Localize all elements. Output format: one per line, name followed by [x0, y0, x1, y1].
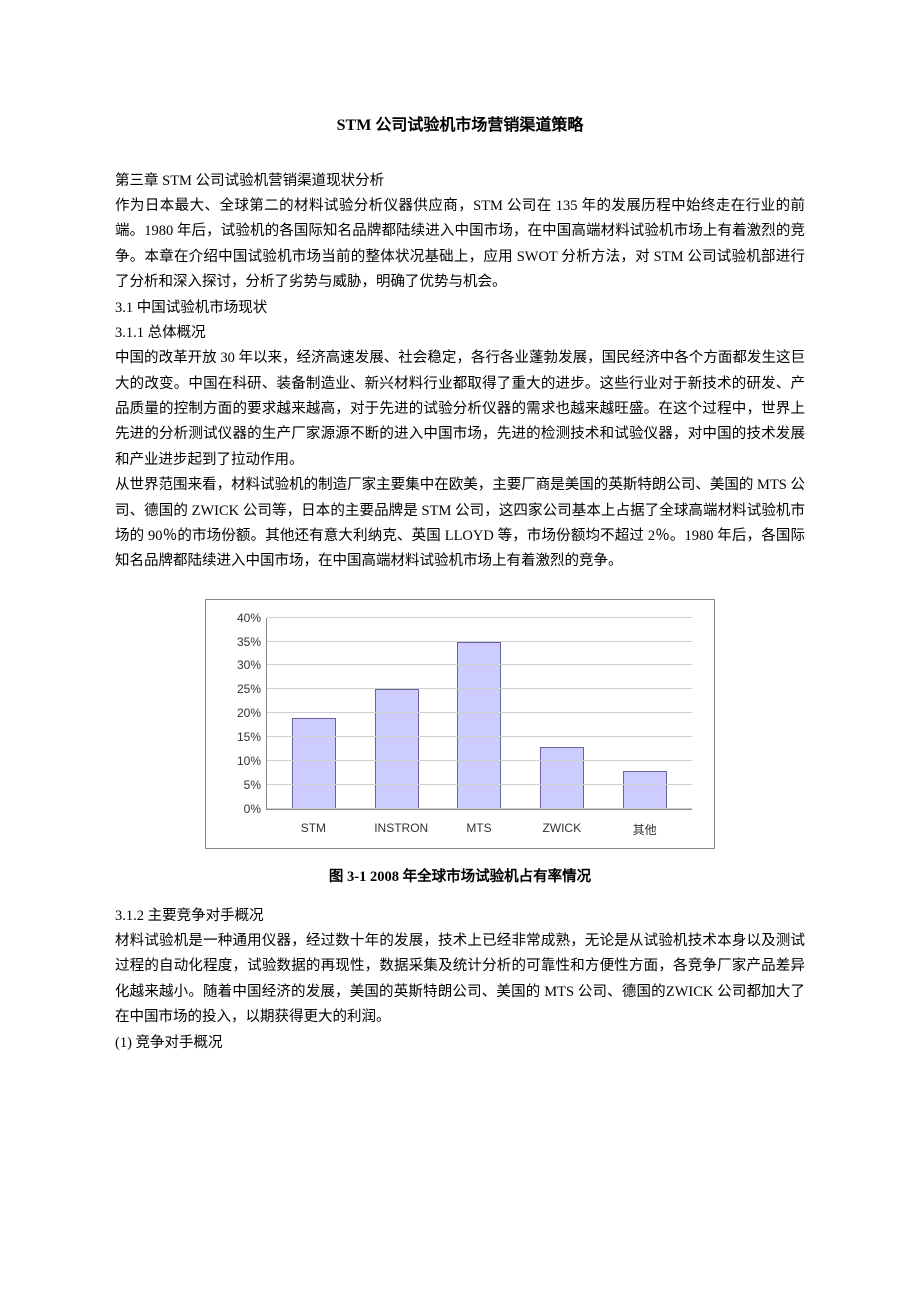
chart-bar	[623, 771, 667, 809]
chart-gridline: 20%	[267, 712, 692, 713]
chart-gridline: 10%	[267, 760, 692, 761]
chart-canvas: 0% 5% 10% 15% 20% 25% 30% 35% 40% STM INSTRON MTS Z…	[205, 599, 715, 849]
intro-paragraph: 作为日本最大、全球第二的材料试验分析仪器供应商，STM 公司在 135 年的发展…	[115, 194, 805, 296]
chart-y-tick-label: 20%	[237, 706, 267, 720]
list-item-1: (1) 竞争对手概况	[115, 1031, 805, 1056]
chart-y-tick-label: 10%	[237, 754, 267, 768]
document-title: STM 公司试验机市场营销渠道策略	[115, 111, 805, 135]
chart-y-tick-label: 35%	[237, 635, 267, 649]
paragraph-3-1-1-a: 中国的改革开放 30 年以来，经济高速发展、社会稳定，各行各业蓬勃发展，国民经济…	[115, 346, 805, 473]
chart-gridline: 5%	[267, 784, 692, 785]
chart-x-tick-label: 其他	[623, 821, 667, 838]
chart-y-tick-label: 25%	[237, 682, 267, 696]
section-3-1-heading: 3.1 中国试验机市场现状	[115, 296, 805, 321]
section-3-1-2-heading: 3.1.2 主要竞争对手概况	[115, 904, 805, 929]
chart-bars-group	[267, 618, 692, 809]
chart-y-tick-label: 40%	[237, 611, 267, 625]
chart-y-tick-label: 5%	[244, 778, 267, 792]
chart-bar	[540, 747, 584, 809]
paragraph-3-1-2-a: 材料试验机是一种通用仪器，经过数十年的发展，技术上已经非常成熟，无论是从试验机技…	[115, 929, 805, 1031]
chapter-3-heading: 第三章 STM 公司试验机营销渠道现状分析	[115, 169, 805, 194]
chart-x-labels: STM INSTRON MTS ZWICK 其他	[266, 821, 692, 838]
chart-y-tick-label: 15%	[237, 730, 267, 744]
chart-x-tick-label: ZWICK	[540, 821, 584, 838]
chart-plot-area: 0% 5% 10% 15% 20% 25% 30% 35% 40%	[266, 618, 692, 810]
chart-y-tick-label: 30%	[237, 658, 267, 672]
chart-bar	[292, 718, 336, 809]
paragraph-3-1-1-b: 从世界范围来看，材料试验机的制造厂家主要集中在欧美，主要厂商是美国的英斯特朗公司…	[115, 473, 805, 575]
section-3-1-1-heading: 3.1.1 总体概况	[115, 321, 805, 346]
chart-gridline: 35%	[267, 641, 692, 642]
chart-gridline: 25%	[267, 688, 692, 689]
chart-gridline: 0%	[267, 808, 692, 809]
chart-gridline: 40%	[267, 617, 692, 618]
chart-x-tick-label: INSTRON	[374, 821, 418, 838]
chart-x-tick-label: MTS	[457, 821, 501, 838]
market-share-chart: 0% 5% 10% 15% 20% 25% 30% 35% 40% STM INSTRON MTS Z…	[205, 599, 715, 886]
document-page: STM 公司试验机市场营销渠道策略 第三章 STM 公司试验机营销渠道现状分析 …	[0, 0, 920, 1302]
chart-y-tick-label: 0%	[244, 802, 267, 816]
chart-gridline: 15%	[267, 736, 692, 737]
chart-bar	[375, 689, 419, 808]
chart-gridline: 30%	[267, 664, 692, 665]
chart-caption: 图 3-1 2008 年全球市场试验机占有率情况	[205, 865, 715, 886]
chart-x-tick-label: STM	[291, 821, 335, 838]
